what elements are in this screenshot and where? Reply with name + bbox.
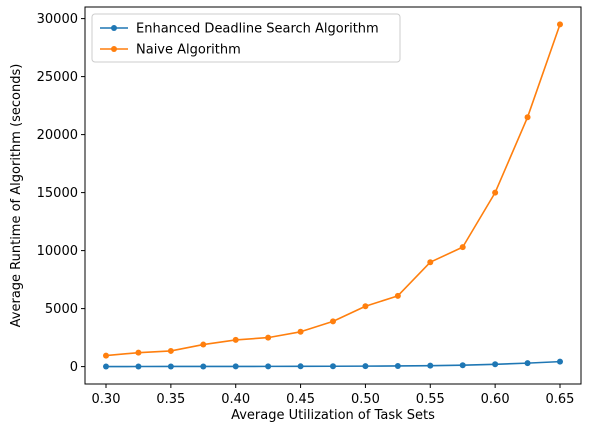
legend-marker	[111, 25, 117, 31]
plot-frame	[84, 6, 582, 385]
data-point	[103, 363, 110, 370]
legend-label: Naive Algorithm	[136, 43, 241, 58]
data-point	[135, 349, 142, 356]
data-point	[232, 363, 239, 370]
y-axis-ticks: 0 5000 10000 15000 20000 25000 30000	[37, 12, 85, 375]
data-point	[362, 363, 369, 370]
x-tick-label: 0.35	[156, 392, 185, 407]
x-tick-label: 0.40	[221, 392, 250, 407]
x-tick-label: 0.60	[481, 392, 510, 407]
data-point	[459, 362, 466, 369]
data-point	[524, 360, 531, 367]
data-point	[459, 244, 466, 251]
data-point	[297, 328, 304, 335]
data-point	[394, 292, 401, 299]
data-point	[103, 352, 110, 359]
y-tick-label: 30000	[37, 12, 78, 27]
x-tick-label: 0.55	[416, 392, 445, 407]
legend-entries: Enhanced Deadline Search Algorithm Naive …	[100, 22, 379, 58]
series-line	[105, 24, 561, 357]
data-point	[492, 189, 499, 196]
data-point	[427, 362, 434, 369]
data-point	[265, 363, 272, 370]
y-tick-label: 15000	[37, 186, 78, 201]
data-point	[167, 363, 174, 370]
x-tick-label: 0.65	[546, 392, 575, 407]
data-point	[394, 362, 401, 369]
data-point	[362, 303, 369, 310]
legend-box	[91, 13, 401, 63]
legend: Enhanced Deadline Search Algorithm Naive …	[91, 13, 401, 63]
series-1	[103, 358, 563, 370]
y-tick-label: 5000	[45, 302, 78, 317]
x-tick-label: 0.30	[92, 392, 121, 407]
data-point	[330, 363, 336, 370]
data-point	[200, 341, 207, 348]
y-axis-label: Average Runtime of Algorithm (seconds)	[9, 64, 24, 328]
legend-label: Enhanced Deadline Search Algorithm	[136, 22, 379, 37]
y-tick-label: 0	[70, 360, 78, 375]
data-point	[556, 21, 563, 28]
series-layer	[103, 21, 563, 370]
data-point	[524, 114, 531, 121]
data-point	[297, 363, 304, 370]
x-tick-label: 0.45	[286, 392, 315, 407]
data-point	[492, 361, 499, 368]
series-2	[103, 21, 563, 359]
data-point	[330, 318, 336, 325]
data-point	[135, 363, 142, 370]
data-point	[556, 358, 563, 365]
data-point	[200, 363, 207, 370]
legend-entry: Enhanced Deadline Search Algorithm	[100, 22, 379, 37]
legend-marker	[111, 46, 117, 52]
y-tick-label: 25000	[37, 70, 78, 85]
data-point	[427, 259, 434, 266]
y-tick-label: 20000	[37, 128, 78, 143]
x-tick-label: 0.50	[351, 392, 380, 407]
x-axis-label: Average Utilization of Task Sets	[231, 408, 435, 423]
legend-entry: Naive Algorithm	[100, 43, 241, 58]
data-point	[167, 347, 174, 354]
data-point	[265, 334, 272, 341]
x-axis-ticks: 0.30 0.35 0.40 0.45 0.50 0.55 0.60 0.65	[92, 384, 575, 407]
y-tick-label: 10000	[37, 244, 78, 259]
data-point	[232, 336, 239, 343]
